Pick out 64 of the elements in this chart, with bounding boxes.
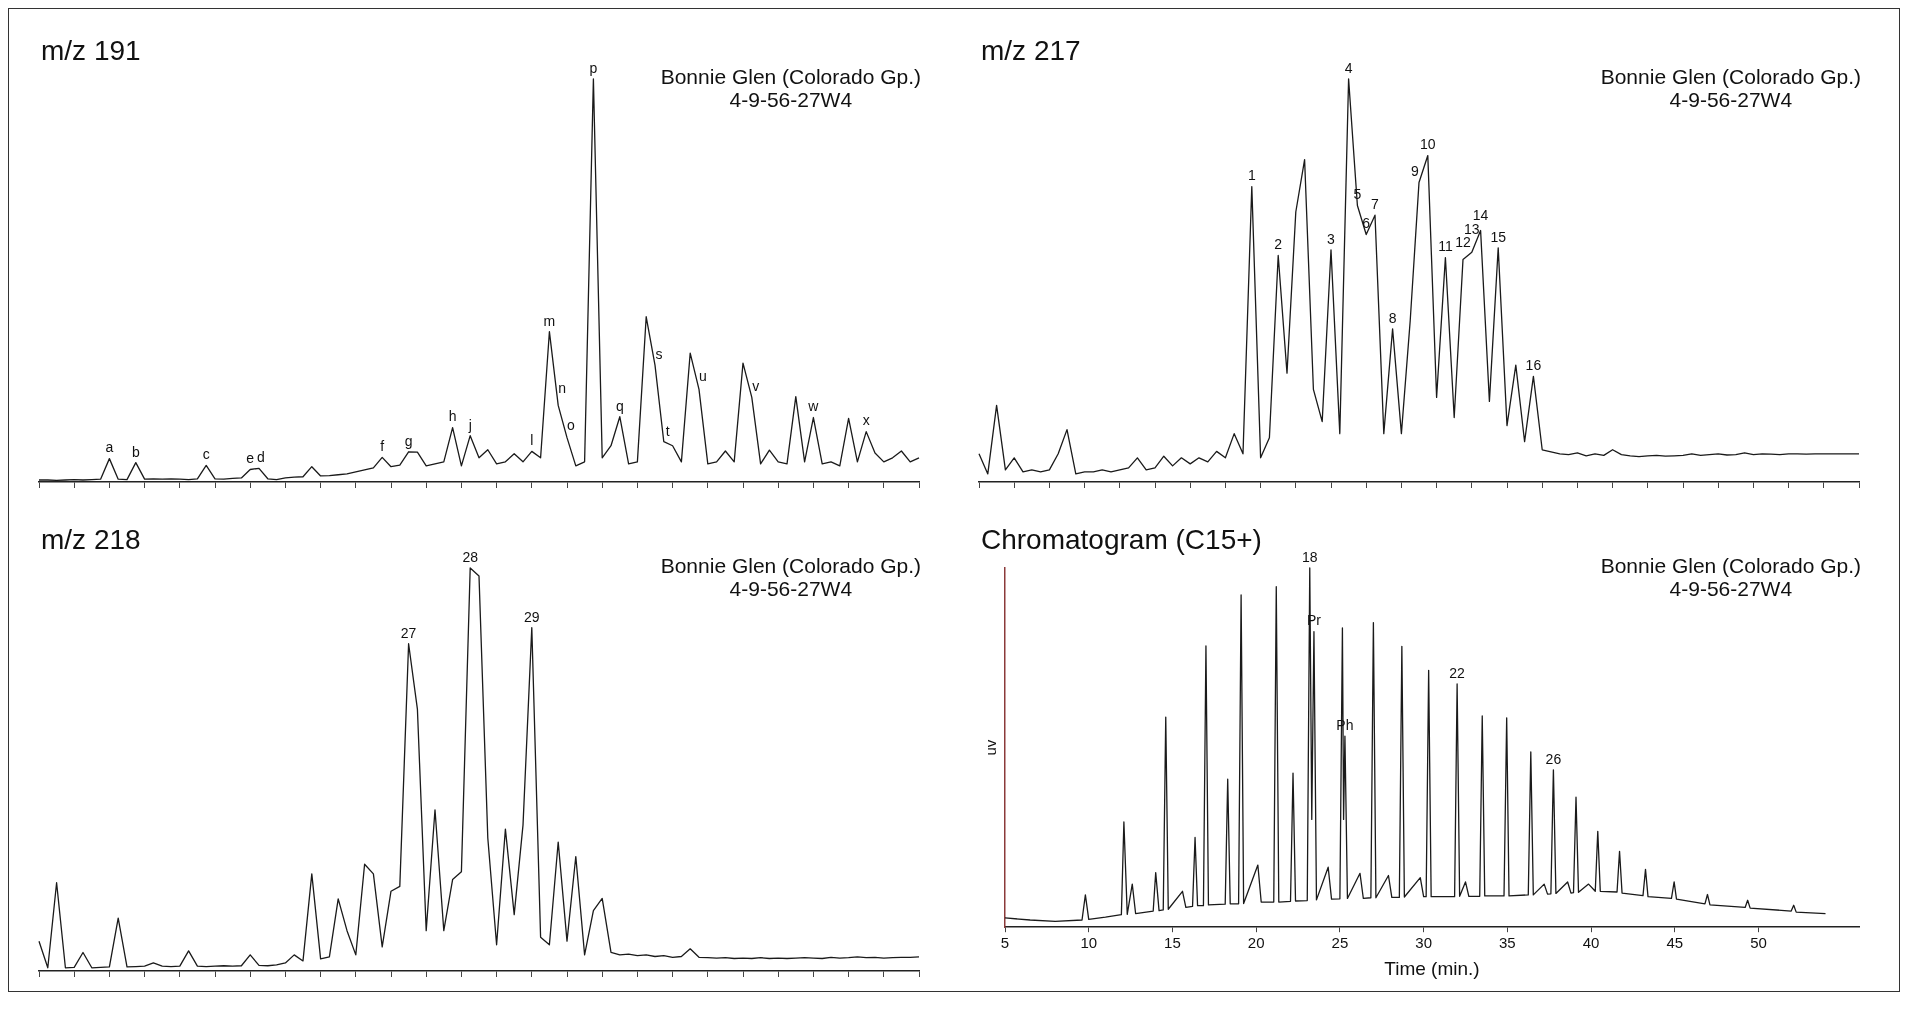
annotation: o: [567, 416, 576, 433]
annotation: 1: [1247, 167, 1256, 184]
x-tick-label: 20: [1247, 934, 1265, 952]
annotation: l: [530, 432, 534, 449]
annotation: v: [752, 378, 760, 395]
annotation: 4-9-56-27W4: [1668, 88, 1794, 111]
y-axis-title: uv: [982, 739, 1000, 756]
x-tick-label: 25: [1331, 934, 1349, 952]
annotation: e: [246, 450, 255, 467]
annotation: s: [655, 345, 663, 362]
annotation: 22: [1449, 664, 1466, 681]
annotation: 18: [1301, 548, 1318, 565]
annotation: 4-9-56-27W4: [1668, 577, 1794, 600]
annotation: 14: [1472, 207, 1489, 224]
annotation: 8: [1388, 309, 1397, 326]
annotation: 26: [1545, 750, 1562, 767]
annotation: 4: [1344, 59, 1353, 76]
x-tick-label: 45: [1666, 934, 1684, 952]
annotation: 9: [1411, 163, 1420, 180]
annotation: g: [404, 432, 413, 449]
annotation: 11: [1438, 238, 1453, 255]
annotation: q: [615, 397, 624, 414]
annotation: Bonnie Glen (Colorado Gp.): [1600, 554, 1861, 577]
annotation: u: [699, 368, 707, 385]
annotation: x: [862, 412, 870, 429]
annotation: Bonnie Glen (Colorado Gp.): [660, 554, 921, 577]
chart-title: m/z 191: [41, 35, 141, 67]
annotation: n: [558, 380, 567, 397]
annotation: 27: [400, 624, 417, 641]
annotation: b: [131, 443, 140, 460]
annotation: 29: [524, 608, 540, 625]
chart-title: Chromatogram (C15+): [981, 524, 1262, 556]
chart-title: m/z 218: [41, 524, 141, 556]
annotation: Bonnie Glen (Colorado Gp.): [1600, 65, 1861, 88]
annotation: d: [257, 449, 265, 466]
annotation: 6: [1362, 215, 1371, 232]
annotation: 2: [1274, 236, 1283, 253]
x-tick-label: 50: [1750, 934, 1767, 952]
annotation: m: [543, 312, 556, 329]
annotation: 15: [1490, 228, 1507, 245]
annotation: a: [105, 439, 114, 456]
x-tick-label: 40: [1582, 934, 1600, 952]
x-tick-label: 15: [1164, 934, 1181, 952]
annotation: h: [448, 408, 457, 425]
annotation: j: [467, 416, 472, 433]
x-tick-label: 30: [1415, 934, 1432, 952]
x-tick-label: 5: [1000, 934, 1010, 952]
annotation: 16: [1525, 357, 1542, 374]
x-tick-label: 35: [1499, 934, 1516, 952]
annotation: 7: [1371, 196, 1380, 213]
annotation: 3: [1327, 230, 1336, 247]
annotation: 4-9-56-27W4: [728, 88, 854, 111]
annotation: Bonnie Glen (Colorado Gp.): [660, 65, 921, 88]
annotation: 4-9-56-27W4: [728, 577, 854, 600]
annotation: f: [380, 438, 385, 455]
annotation: 28: [462, 548, 479, 565]
annotation: t: [665, 422, 670, 439]
x-tick-label: 10: [1080, 934, 1098, 952]
annotation: 10: [1420, 136, 1436, 153]
annotation: c: [202, 446, 210, 463]
annotation: w: [807, 398, 820, 415]
annotation: p: [589, 59, 598, 76]
chart-title: m/z 217: [981, 35, 1081, 67]
x-axis-title: Time (min.): [1384, 957, 1480, 979]
